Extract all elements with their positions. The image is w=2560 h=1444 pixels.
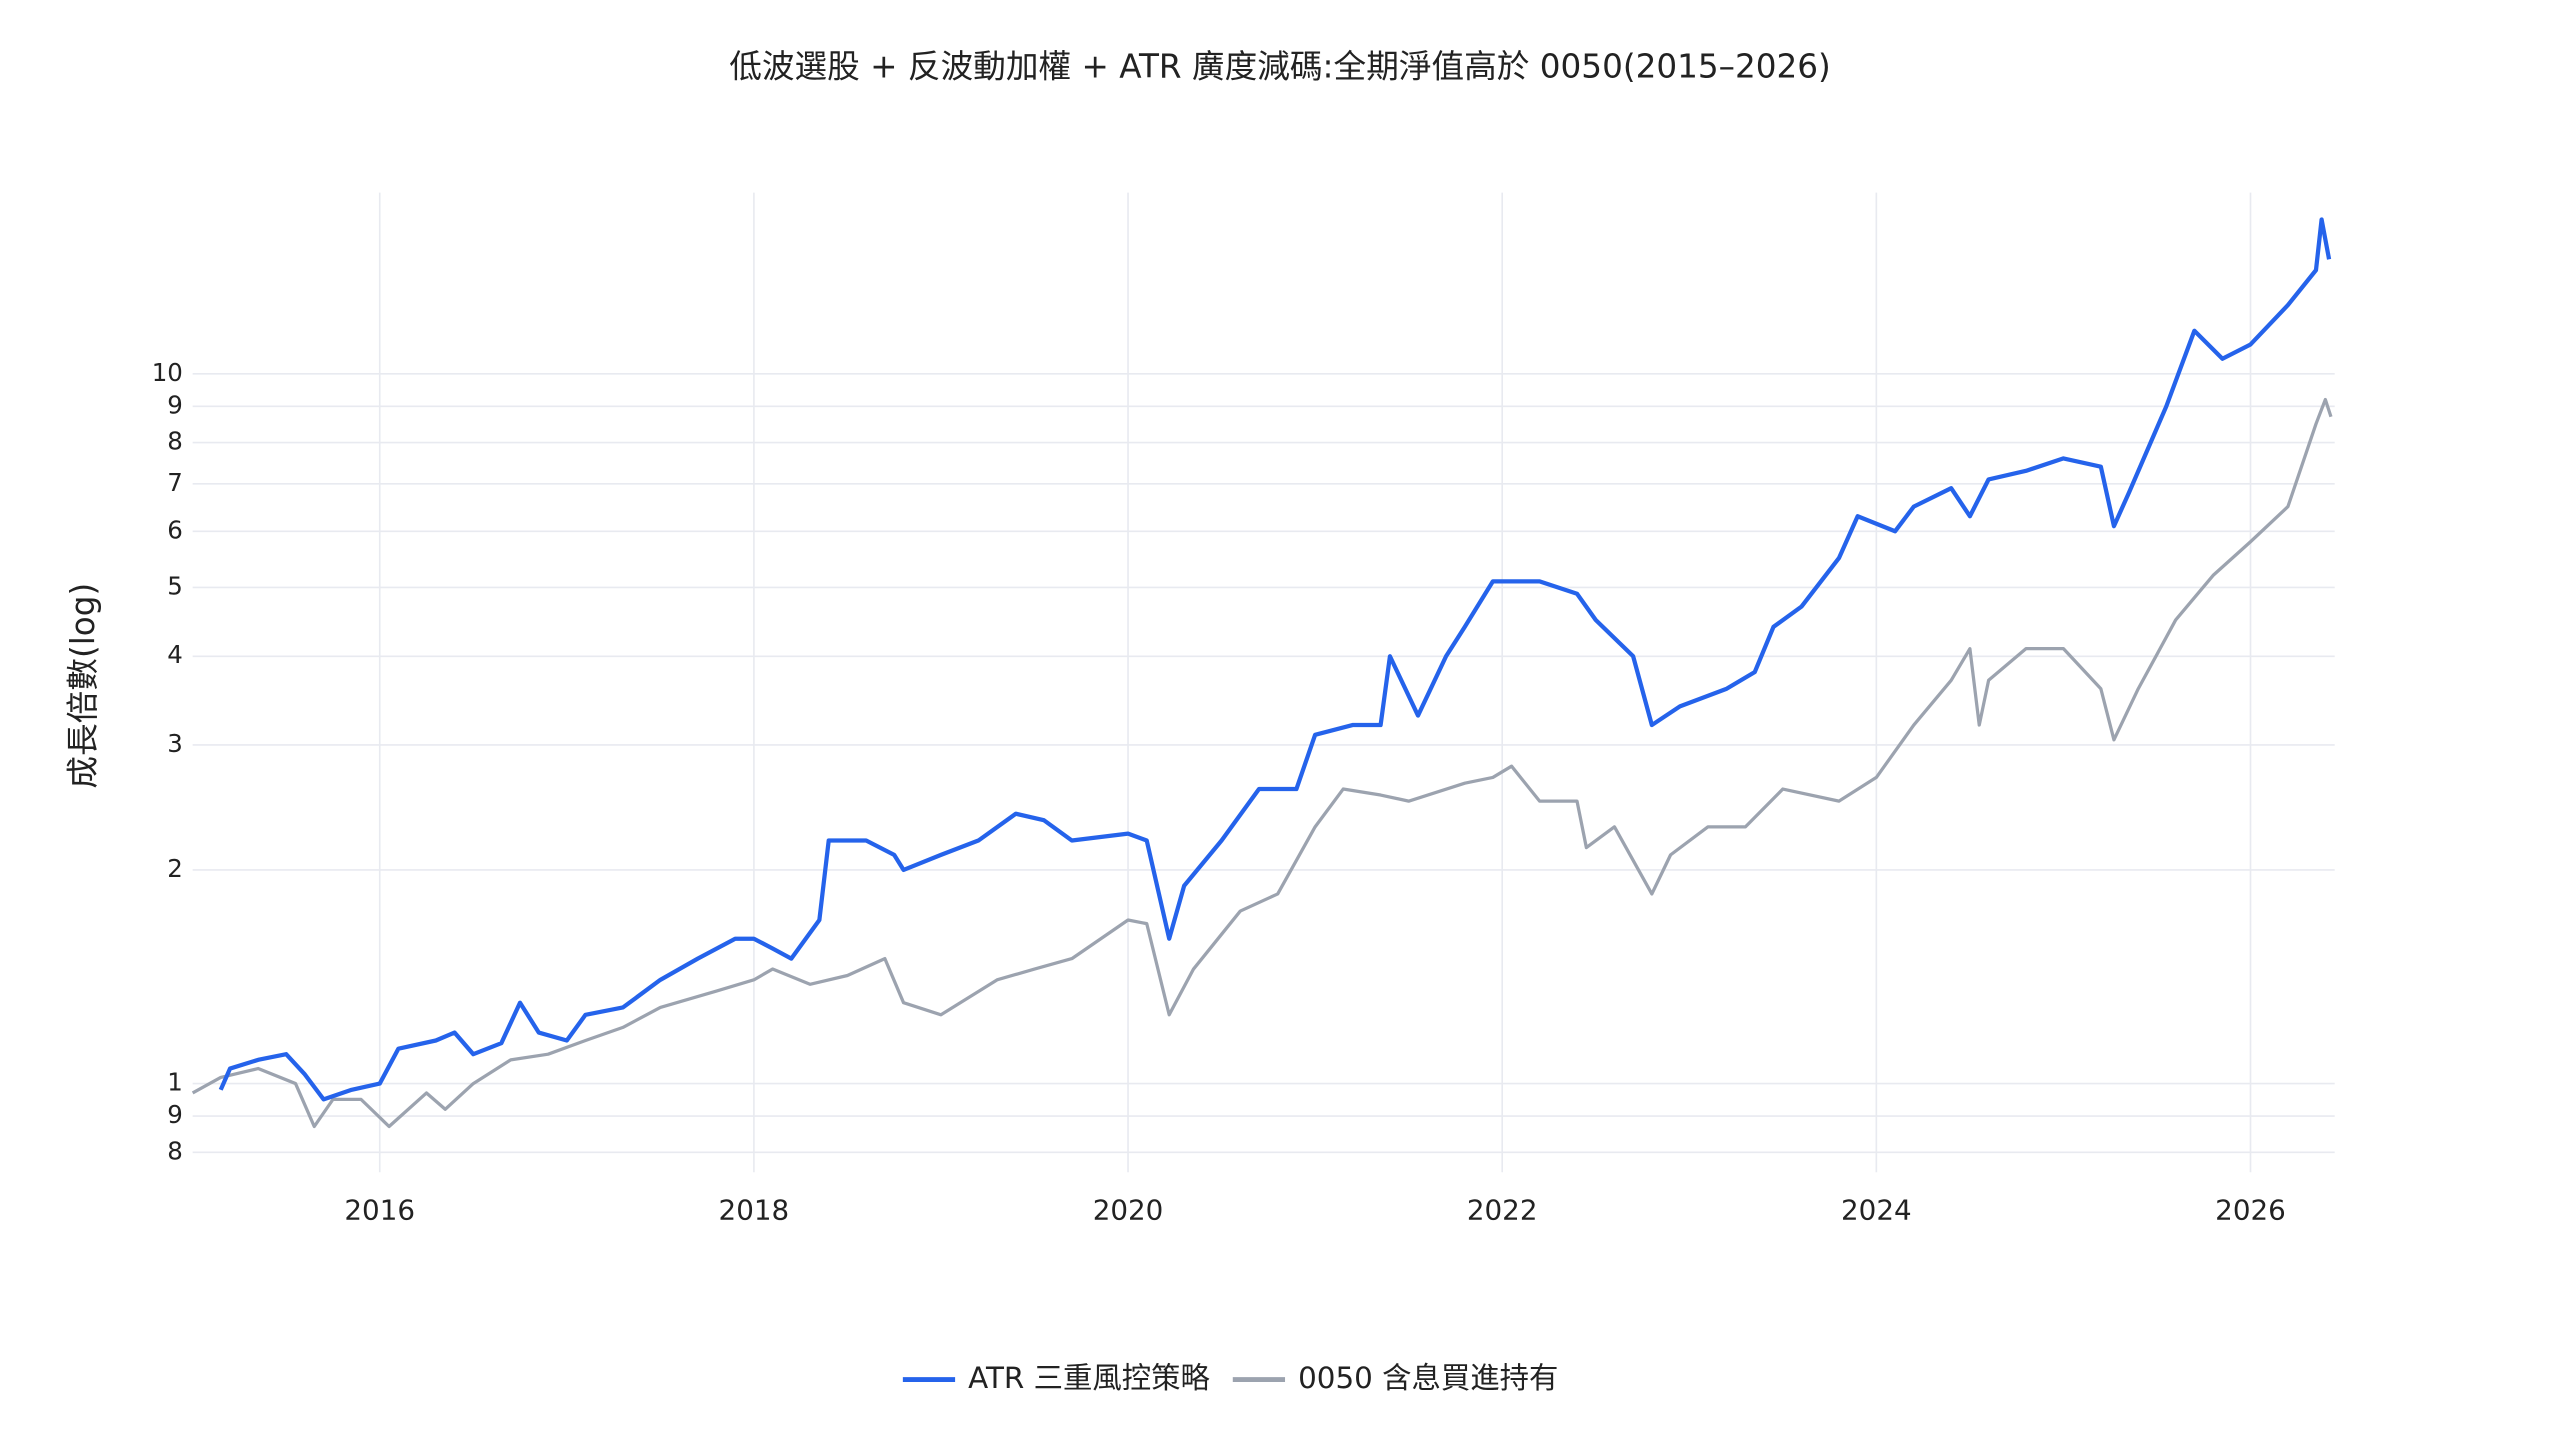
series-line	[218, 217, 2332, 1102]
legend-label: ATR 三重風控策略	[968, 1361, 1210, 1395]
y-tick-label: 5	[167, 571, 183, 600]
y-tick-label: 9	[167, 390, 183, 419]
y-tick-label: 8	[167, 1136, 183, 1165]
y-axis-title: 成長倍數(log)	[64, 583, 102, 789]
y-tick-label: 2	[167, 854, 183, 883]
x-tick-label: 2020	[1093, 1193, 1164, 1226]
x-tick-label: 2026	[2215, 1193, 2286, 1226]
y-tick-label: 3	[167, 729, 183, 758]
y-tick-label: 1	[167, 1068, 183, 1097]
series-line	[191, 397, 2333, 1129]
x-tick-label: 2024	[1841, 1193, 1912, 1226]
x-tick-label: 2018	[719, 1193, 790, 1226]
y-tick-label: 6	[167, 515, 183, 544]
y-tick-label: 10	[152, 358, 183, 387]
x-tick-label: 2022	[1467, 1193, 1538, 1226]
x-tick-label: 2016	[344, 1193, 415, 1226]
y-tick-label: 7	[167, 468, 183, 497]
y-tick-label: 8	[167, 427, 183, 456]
y-tick-label: 4	[167, 640, 183, 669]
chart-title: 低波選股 + 反波動加權 + ATR 廣度減碼:全期淨值高於 0050(2015…	[729, 48, 1831, 86]
y-tick-label: 9	[167, 1100, 183, 1129]
legend-label: 0050 含息買進持有	[1298, 1361, 1558, 1395]
